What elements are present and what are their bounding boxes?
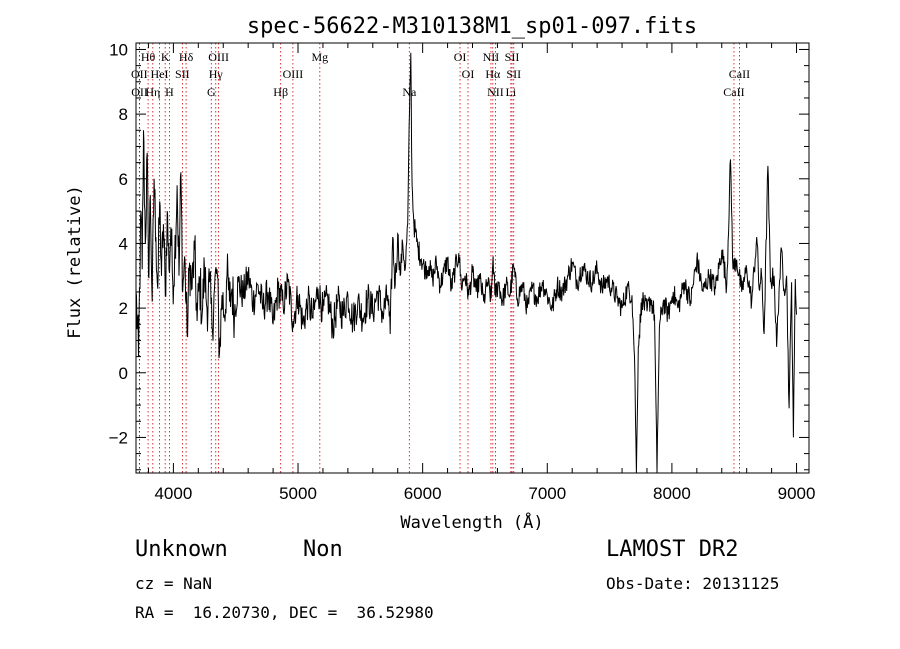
axis-ticks: 4000 5000 6000 7000 8000 9000 −2 0 2 4 6 8 10 (109, 40, 816, 503)
line-label-13: OI (462, 67, 475, 81)
line-label-0: Hθ (141, 50, 156, 64)
line-label-6: NII (483, 50, 500, 64)
line-label-14: Hα (485, 67, 501, 81)
line-label-20: G (207, 85, 216, 99)
x-tick-label-2: 6000 (404, 484, 442, 503)
line-label-10: SII (175, 67, 190, 81)
line-label-9: HeI (151, 67, 169, 81)
y-tick-label-6: 10 (109, 40, 128, 59)
y-tick-label-2: 2 (119, 299, 128, 318)
line-label-12: OIII (283, 67, 304, 81)
object-subclass: Non (303, 537, 343, 562)
spectrum-line (135, 52, 797, 474)
line-label-23: NII (487, 85, 504, 99)
observation-date: Obs-Date: 20131125 (606, 574, 780, 593)
line-label-16: CaII (729, 67, 750, 81)
ra-dec-coordinates: RA = 16.20730, DEC = 36.52980 (135, 603, 434, 622)
x-tick-label-0: 4000 (154, 484, 192, 503)
x-tick-label-5: 9000 (778, 484, 816, 503)
x-axis-label: Wavelength (Å) (400, 511, 543, 533)
line-label-18: Hη (145, 85, 160, 99)
spectrum-plot: spec-56622-M310138M1_sp01-097.fits Wavel… (65, 14, 816, 533)
line-label-7: SII (505, 50, 520, 64)
line-label-1: K (161, 50, 170, 64)
line-marker-group (138, 43, 740, 473)
line-label-19: H (165, 85, 174, 99)
line-label-17: OII (131, 85, 148, 99)
line-label-8: OII (131, 67, 148, 81)
line-label-24: Li (506, 85, 517, 99)
line-label-11: Hγ (209, 67, 224, 81)
x-tick-label-1: 5000 (279, 484, 317, 503)
line-label-25: CaII (723, 85, 744, 99)
y-tick-label-4: 6 (119, 170, 128, 189)
line-label-2: Hδ (179, 50, 194, 64)
line-label-5: OI (454, 50, 467, 64)
chart-title: spec-56622-M310138M1_sp01-097.fits (247, 14, 697, 39)
x-tick-label-3: 7000 (528, 484, 566, 503)
y-tick-label-5: 8 (119, 105, 128, 124)
y-axis-label: Flux (relative) (65, 185, 85, 339)
survey-name: LAMOST DR2 (606, 537, 739, 562)
y-tick-label-0: −2 (109, 428, 128, 447)
line-label-3: OIII (208, 50, 229, 64)
line-label-21: Hβ (273, 85, 288, 99)
x-tick-label-4: 8000 (653, 484, 691, 503)
line-label-15: SII (506, 67, 521, 81)
plot-frame (135, 42, 810, 474)
redshift-cz: cz = NaN (135, 574, 213, 593)
y-tick-label-3: 4 (119, 234, 128, 253)
y-tick-label-1: 0 (119, 364, 128, 383)
line-label-4: Mg (311, 50, 328, 64)
object-class: Unknown (135, 537, 228, 562)
